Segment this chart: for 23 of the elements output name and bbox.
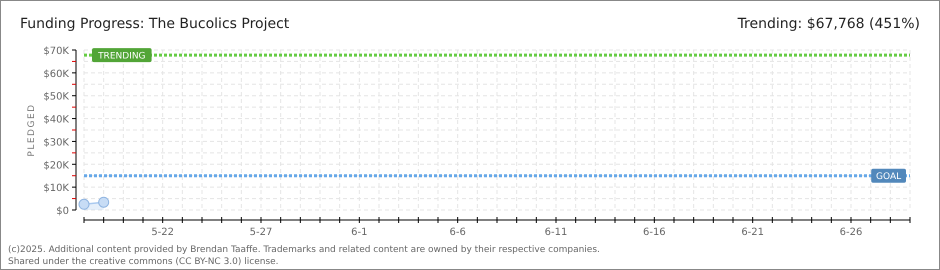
text: (c)2025. Additional content provided by Brendan Taaffe. Trademarks and related content are owned by their respective companies. — [8, 245, 600, 255]
ref-line-label: TRENDING — [97, 52, 146, 62]
y-tick-label: $70K — [43, 46, 70, 57]
x-tick-label: 6-1 — [351, 227, 368, 238]
y-tick-label: $50K — [43, 92, 70, 103]
y-axis-title: PLEDGED — [27, 103, 37, 157]
chart-subtitle: Trending: $67,768 (451%) — [736, 16, 920, 32]
x-tick-label: 5-27 — [250, 227, 272, 238]
x-tick-label: 6-6 — [449, 227, 466, 238]
x-tick-label: 6-11 — [544, 227, 568, 238]
ref-line-label: GOAL — [876, 172, 902, 182]
x-tick-label: 6-21 — [741, 227, 764, 238]
chart-title: Funding Progress: The Bucolics Project — [20, 16, 290, 32]
y-tick-label: $0 — [56, 206, 69, 217]
y-tick-label: $40K — [43, 114, 70, 126]
x-tick-label: 6-16 — [642, 227, 666, 238]
y-tick-label: $30K — [43, 137, 70, 148]
y-tick-label: $60K — [43, 68, 70, 80]
y-tick-label: $10K — [43, 183, 70, 194]
y-tick-label: $20K — [43, 160, 70, 172]
x-tick-label: 5-22 — [151, 227, 174, 238]
text: Shared under the creative commons (CC BY-NC 3.0) license. — [8, 257, 279, 267]
x-tick-label: 6-26 — [840, 227, 862, 238]
